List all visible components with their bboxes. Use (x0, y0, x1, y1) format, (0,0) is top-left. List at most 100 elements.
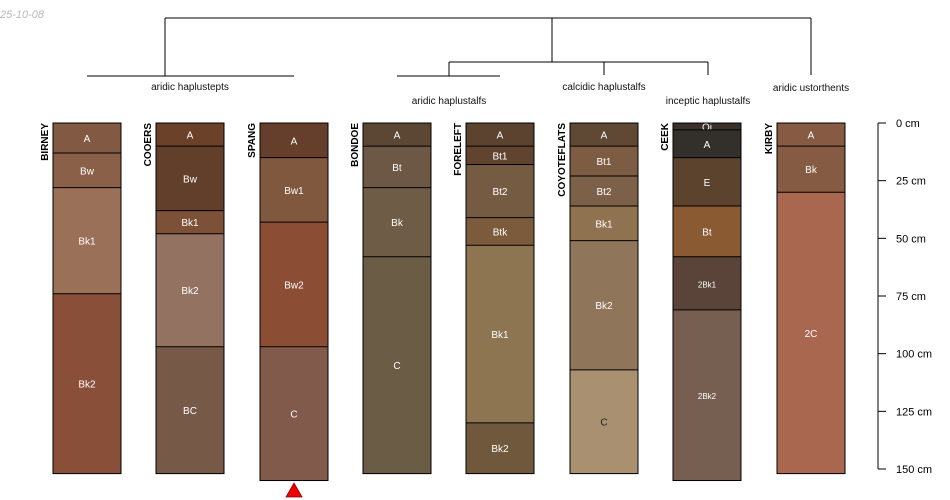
horizon-bondoe-bk (363, 187, 431, 257)
horizon-coyoteflats-bk1 (570, 206, 638, 241)
horizon-kirby-bk (777, 146, 845, 193)
horizon-label: C (393, 361, 400, 372)
group-labels: aridic haplustepts aridic haplustalfs ca… (151, 82, 849, 107)
profile-name: FORELEFT (453, 123, 464, 176)
profile-name: BONDOE (350, 123, 361, 167)
horizon-birney-a (53, 123, 121, 153)
profile-name: CEEK (660, 122, 671, 151)
horizon-label: Bk1 (78, 237, 96, 248)
horizon-label: Bw1 (284, 186, 304, 197)
horizon-label: Bt1 (492, 151, 507, 162)
horizon-cooers-a (156, 123, 224, 147)
horizon-foreleft-btk (466, 217, 534, 246)
horizon-label: Bk (805, 165, 818, 176)
horizon-ceek-a (673, 129, 741, 158)
horizon-kirby-2c (777, 192, 845, 474)
horizon-coyoteflats-bt1 (570, 146, 638, 177)
horizon-label: A (601, 131, 608, 142)
horizon-spang-a (260, 123, 328, 158)
profile-outline (776, 122, 846, 475)
profile-foreleft: A Bt1 Bt2 Btk Bk1 Bk2 FORELEFT (453, 122, 535, 475)
profile-kirby: A Bk 2C KIRBY (764, 122, 846, 475)
horizon-label: C (290, 410, 297, 421)
axis-tick-label: 125 cm (896, 406, 932, 418)
horizon-label: Bk2 (78, 380, 96, 391)
horizon-label: Bk2 (181, 286, 199, 297)
horizon-label: A (497, 131, 504, 142)
horizon-label: Bt (702, 227, 712, 238)
horizon-label: Btk (493, 227, 508, 238)
horizon-label: Bk (391, 218, 404, 229)
group-label-calcidic-haplustalfs: calcidic haplustalfs (562, 82, 645, 93)
horizon-coyoteflats-bk2 (570, 240, 638, 370)
horizon-ceek-2bk1 (673, 256, 741, 310)
horizon-kirby-a (777, 123, 845, 147)
horizon-label: Bw2 (284, 280, 304, 291)
horizon-label: A (291, 136, 298, 147)
profile-outline (672, 122, 742, 482)
profile-name: COYOTEFLATS (557, 123, 568, 197)
profile-bondoe: A Bt Bk C BONDOE (350, 122, 432, 475)
horizon-cooers-bk1 (156, 210, 224, 234)
horizon-label: Bt2 (492, 187, 507, 198)
horizon-birney-bw (53, 152, 121, 188)
horizon-ceek-2bk2 (673, 309, 741, 481)
horizon-foreleft-bt2 (466, 164, 534, 218)
horizon-label: 2Bk2 (698, 392, 717, 401)
dendrogram (87, 17, 812, 77)
horizon-birney-bk2 (53, 293, 121, 474)
horizon-spang-c (260, 346, 328, 481)
profile-spang: A Bw1 Bw2 C SPANG (247, 122, 329, 498)
horizon-bondoe-c (363, 256, 431, 474)
horizon-foreleft-bk2 (466, 422, 534, 474)
date-stamp: 25-10-08 (0, 9, 45, 21)
horizon-cooers-bk2 (156, 233, 224, 347)
horizon-foreleft-bk1 (466, 245, 534, 423)
axis-tick-label: 0 cm (896, 118, 920, 130)
horizon-label: Bw (183, 174, 198, 185)
horizon-coyoteflats-a (570, 123, 638, 147)
horizon-ceek-oi (673, 123, 741, 130)
horizon-label: Bk2 (491, 444, 509, 455)
horizon-label: Bk1 (491, 330, 509, 341)
profile-outline (52, 122, 122, 475)
horizon-coyoteflats-bt2 (570, 176, 638, 207)
profile-birney: A Bw Bk1 Bk2 BIRNEY (40, 122, 122, 475)
horizon-foreleft-bt1 (466, 146, 534, 165)
profile-name: SPANG (247, 123, 258, 158)
horizon-cooers-bc (156, 346, 224, 474)
horizon-spang-bw1 (260, 157, 328, 223)
horizon-bondoe-a (363, 123, 431, 147)
horizon-label: Bt (392, 163, 402, 174)
horizon-label: Bt1 (596, 157, 611, 168)
horizon-coyoteflats-c (570, 369, 638, 474)
horizon-label: A (394, 131, 401, 142)
horizon-label: Oi (702, 122, 712, 133)
profile-name: COOERS (143, 123, 154, 167)
horizon-label: Bk1 (595, 219, 613, 230)
horizon-ceek-bt (673, 206, 741, 257)
axis-tick-label: 150 cm (896, 464, 932, 476)
truncation-marker-icon (285, 482, 303, 498)
profile-outline (259, 122, 329, 482)
profile-outline (569, 122, 639, 475)
profile-name: BIRNEY (40, 123, 51, 161)
horizon-label: Bk1 (181, 218, 199, 229)
profile-outline (362, 122, 432, 475)
profile-outline (155, 122, 225, 475)
profile-ceek: Oi A E Bt 2Bk1 2Bk2 CEEK (660, 122, 742, 482)
profiles: A Bw Bk1 Bk2 BIRNEY A Bw Bk1 Bk2 BC COOERS A Bw1 Bw2 C… (40, 122, 846, 498)
horizon-birney-bk1 (53, 187, 121, 294)
axis-tick-label: 75 cm (896, 291, 926, 303)
depth-axis: 0 cm 25 cm 50 cm 75 cm 100 cm 125 cm 150 cm (877, 118, 932, 476)
group-label-aridic-haplustalfs: aridic haplustalfs (412, 96, 486, 107)
horizon-label: 2Bk1 (698, 280, 717, 289)
horizon-label: BC (183, 406, 197, 417)
group-label-aridic-ustorthents: aridic ustorthents (773, 83, 849, 94)
axis-tick-label: 100 cm (896, 349, 932, 361)
group-label-aridic-haplustepts: aridic haplustepts (151, 82, 229, 93)
profile-name: KIRBY (764, 123, 775, 154)
horizon-label: Bt2 (596, 187, 611, 198)
profile-cooers: A Bw Bk1 Bk2 BC COOERS (143, 122, 225, 475)
horizon-ceek-e (673, 157, 741, 207)
